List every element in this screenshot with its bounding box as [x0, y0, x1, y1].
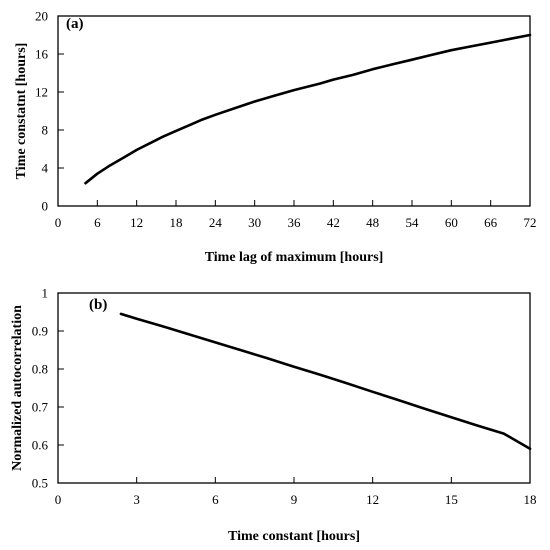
- panel-a-x-tick-label: 72: [524, 215, 537, 230]
- panel-b-axes-frame: [57, 292, 531, 484]
- panel-b-y-tick-label: 0.8: [32, 362, 48, 377]
- panel-a-x-ticks: 0 6 12 18 24 30 36 42 48 54 60 66 72: [55, 200, 537, 230]
- panel-a-y-tick-label: 0: [42, 199, 49, 214]
- panel-b-y-axis-label: Normalized autocorrelation: [10, 305, 25, 471]
- panel-a-x-tick-label: 24: [209, 215, 223, 230]
- panel-b-x-axis-label: Time constant [hours]: [228, 529, 360, 544]
- panel-a-x-tick-label: 0: [55, 215, 62, 230]
- panel-a-label: (a): [66, 16, 84, 32]
- panel-b-x-tick-label: 12: [366, 492, 379, 507]
- panel-a-series-line: [84, 33, 532, 185]
- panel-a-x-tick-label: 6: [94, 215, 101, 230]
- panel-b-x-tick-label: 6: [212, 492, 219, 507]
- panel-b-y-ticks: 0.5 0.6 0.7 0.8 0.9 1: [32, 286, 64, 491]
- panel-b-y-tick-label: 1: [42, 286, 49, 301]
- panel-a-y-tick-label: 4: [42, 161, 49, 176]
- panel-a-x-tick-label: 42: [327, 215, 340, 230]
- panel-a-x-tick-label: 12: [130, 215, 143, 230]
- panel-a-x-tick-label: 66: [484, 215, 498, 230]
- panel-a-x-tick-label: 18: [170, 215, 183, 230]
- panel-b-y-tick-label: 0.9: [32, 324, 48, 339]
- panel-a-x-tick-label: 54: [406, 215, 420, 230]
- panel-a-x-tick-label: 48: [366, 215, 379, 230]
- panel-a-y-tick-label: 16: [35, 47, 49, 62]
- panel-b-x-ticks: 0 3 6 9 12 15 18: [55, 477, 537, 507]
- panel-a-axes-frame: [57, 15, 531, 207]
- panel-b-series-line: [119, 312, 532, 451]
- panel-b-y-tick-label: 0.5: [32, 476, 48, 491]
- panel-a-x-tick-label: 60: [445, 215, 458, 230]
- panel-a-y-tick-label: 8: [42, 123, 49, 138]
- panel-a-y-axis-label: Time constatnt [hours]: [14, 43, 29, 180]
- panel-a-x-axis-label: Time lag of maximum [hours]: [205, 250, 384, 265]
- panel-b-y-tick-label: 0.7: [32, 400, 49, 415]
- panel-b-label: (b): [89, 297, 107, 313]
- panel-b: (b) Time constant [hours] Normalized aut…: [10, 286, 537, 545]
- panel-b-x-tick-label: 0: [55, 492, 62, 507]
- panel-b-x-tick-label: 18: [524, 492, 537, 507]
- panel-b-x-tick-label: 15: [445, 492, 458, 507]
- panel-b-y-tick-label: 0.6: [32, 438, 49, 453]
- panel-a-y-tick-label: 20: [35, 9, 48, 24]
- panel-a-x-tick-label: 30: [248, 215, 261, 230]
- panel-a: (a) Time lag of maximum [hours] Time con…: [14, 9, 537, 266]
- panel-a-y-ticks: 0 4 8 12 16 20: [35, 9, 64, 214]
- panel-a-x-tick-label: 36: [288, 215, 302, 230]
- panel-a-y-tick-label: 12: [35, 85, 48, 100]
- panel-b-x-tick-label: 9: [291, 492, 298, 507]
- panel-b-x-tick-label: 3: [133, 492, 140, 507]
